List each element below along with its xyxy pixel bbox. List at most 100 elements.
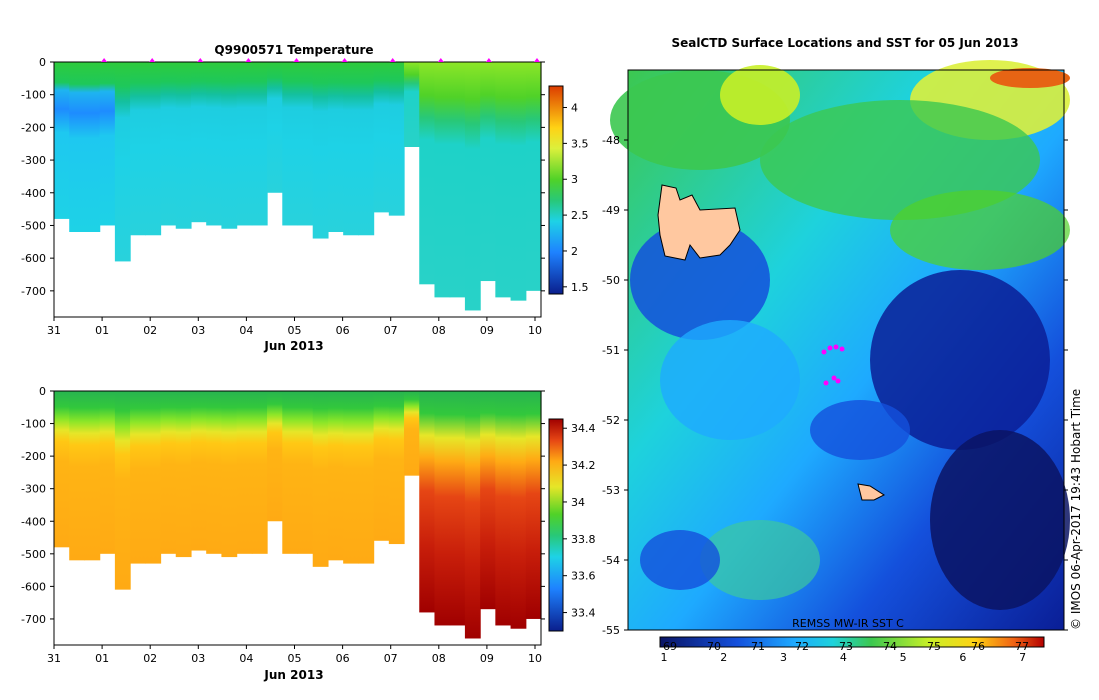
profile-column	[160, 391, 177, 554]
sst-source-label: REMSS MW-IR SST C	[792, 617, 904, 630]
depth-tick-label: 0	[39, 385, 46, 398]
depth-tick-label: -200	[21, 450, 46, 463]
time-tick-label: 03	[191, 324, 205, 337]
temperature-section-panel: Q9900571 Temperature 0 -100 -200 -300 -400 -5…	[21, 43, 588, 353]
latitude-tick-label: -49	[602, 204, 620, 217]
profile-column	[267, 391, 283, 522]
profile-column	[99, 62, 116, 226]
surface-location	[823, 380, 829, 386]
latitude-tick-label: -51	[602, 344, 620, 357]
time-tick-label: 03	[191, 652, 205, 665]
surface-location	[833, 344, 839, 350]
profile-time-marker	[485, 58, 492, 62]
profile-column	[510, 391, 527, 629]
profile-time-marker	[341, 58, 348, 62]
sst-map-panel: SealCTD Surface Locations and SST for 05…	[602, 36, 1083, 664]
profile-column	[267, 62, 283, 193]
sst-celsius-tick: 4	[840, 651, 847, 664]
profile-column	[297, 391, 314, 554]
profile-column	[343, 391, 359, 564]
sst-celsius-tick: 6	[959, 651, 966, 664]
sst-patterns	[610, 60, 1070, 610]
profile-column	[404, 62, 420, 147]
depth-tick-label: -700	[21, 285, 46, 298]
profile-column	[388, 391, 405, 545]
sst-colorbar	[659, 636, 1045, 648]
time-tick-label: 01	[95, 652, 109, 665]
profile-column	[297, 62, 314, 226]
depth-tick-label: -200	[21, 121, 46, 134]
temperature-title: Q9900571 Temperature	[214, 43, 373, 57]
profile-time-marker	[389, 58, 396, 62]
profile-column	[130, 391, 146, 564]
profile-column	[69, 62, 86, 232]
temperature-colorbar-ticks: 1.5 2 2.5 3 3.5 4	[563, 102, 589, 294]
profile-column	[419, 391, 436, 613]
depth-tick-label: -100	[21, 89, 46, 102]
heard-island	[857, 483, 886, 501]
profile-column	[175, 62, 192, 229]
time-tick-label: 07	[384, 324, 398, 337]
time-tick-label: 08	[432, 652, 446, 665]
profile-column	[480, 62, 496, 282]
depth-tick-label: -700	[21, 613, 46, 626]
latitude-tick-label: -53	[602, 484, 620, 497]
time-tick-label: 09	[480, 324, 494, 337]
profile-column	[145, 62, 162, 236]
latitude-tick-label: -50	[602, 274, 620, 287]
sst-fahrenheit-tick: 69	[663, 640, 677, 653]
profile-column	[84, 62, 101, 232]
colorbar-tick-label: 2	[571, 245, 578, 258]
colorbar-tick-label: 34.2	[571, 459, 596, 472]
profile-time-markers	[101, 58, 540, 62]
profile-column	[434, 62, 451, 298]
latitude-axis: -48 -49 -50 -51 -52 -53 -54 -55	[602, 134, 1068, 637]
profile-column	[510, 62, 527, 301]
profile-column	[525, 391, 542, 619]
colorbar-tick-label: 4	[571, 102, 578, 115]
time-tick-label: 07	[384, 652, 398, 665]
salinity-colorbar	[548, 418, 564, 632]
salinity-profiles	[54, 391, 542, 639]
sealctd-surface-locations	[821, 344, 845, 386]
depth-tick-label: -300	[21, 154, 46, 167]
profile-column	[175, 391, 192, 558]
profile-column	[464, 62, 481, 311]
time-tick-label: 10	[528, 652, 542, 665]
profile-column	[236, 62, 253, 226]
temperature-xlabel: Jun 2013	[263, 339, 323, 353]
sst-fahrenheit-tick: 70	[707, 640, 721, 653]
profile-column	[54, 62, 70, 219]
sst-fahrenheit-tick: 75	[927, 640, 941, 653]
surface-location	[827, 345, 833, 351]
depth-tick-label: -400	[21, 515, 46, 528]
depth-tick-label: -500	[21, 219, 46, 232]
time-tick-label: 06	[336, 652, 350, 665]
temperature-depth-axis: 0 -100 -200 -300 -400 -500 -600 -700	[21, 56, 545, 298]
time-tick-label: 05	[288, 652, 302, 665]
time-tick-label: 02	[143, 324, 157, 337]
profile-column	[388, 62, 405, 216]
colorbar-tick-label: 3.5	[571, 137, 589, 150]
time-tick-label: 06	[336, 324, 350, 337]
surface-location	[839, 346, 845, 352]
temperature-time-axis: 31 01 02 03 04 05 06 07 08 09 10	[47, 317, 542, 337]
profile-column	[464, 391, 481, 639]
surface-location	[831, 375, 837, 381]
profile-column	[251, 62, 268, 226]
profile-column	[130, 62, 146, 236]
profile-column	[190, 391, 207, 551]
profile-column	[327, 62, 344, 232]
time-tick-label: 31	[47, 324, 61, 337]
colorbar-tick-label: 33.4	[571, 607, 596, 620]
profile-column	[312, 391, 329, 567]
profile-column	[449, 62, 466, 298]
latitude-tick-label: -54	[602, 554, 620, 567]
profile-column	[236, 391, 253, 554]
profile-time-marker	[149, 58, 156, 62]
salinity-plot-frame	[53, 390, 542, 646]
latitude-tick-label: -55	[602, 624, 620, 637]
profile-column	[327, 391, 344, 561]
sst-fahrenheit-tick: 71	[751, 640, 765, 653]
